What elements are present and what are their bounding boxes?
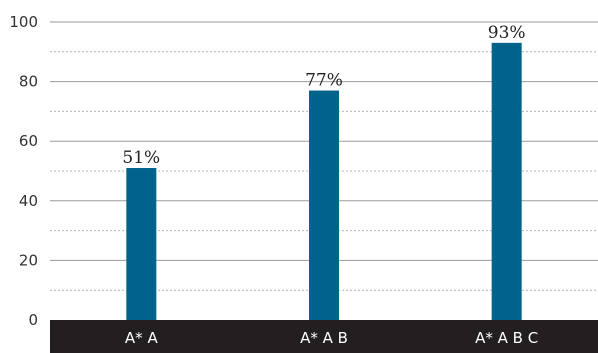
data-label: 77% (305, 71, 343, 91)
x-tick-label: A* A (125, 329, 159, 347)
x-tick-label: A* A B C (475, 329, 538, 347)
data-labels: 51% 77% 93% (122, 23, 525, 168)
y-axis: 0 20 40 60 80 100 (9, 13, 38, 329)
y-tick-label: 20 (19, 251, 38, 269)
y-tick-label: 80 (19, 73, 38, 91)
bar (309, 90, 339, 320)
x-axis: A* A A* A B A* A B C (125, 329, 538, 347)
bar (126, 168, 157, 320)
y-tick-label: 60 (19, 132, 38, 150)
data-label: 93% (488, 23, 526, 43)
y-tick-label: 0 (28, 311, 38, 329)
bar (491, 42, 522, 321)
bars (126, 42, 522, 321)
y-tick-label: 40 (19, 192, 38, 210)
x-axis-band (50, 320, 598, 353)
y-tick-label: 100 (9, 13, 38, 31)
x-tick-label: A* A B (300, 329, 348, 347)
data-label: 51% (122, 148, 160, 168)
